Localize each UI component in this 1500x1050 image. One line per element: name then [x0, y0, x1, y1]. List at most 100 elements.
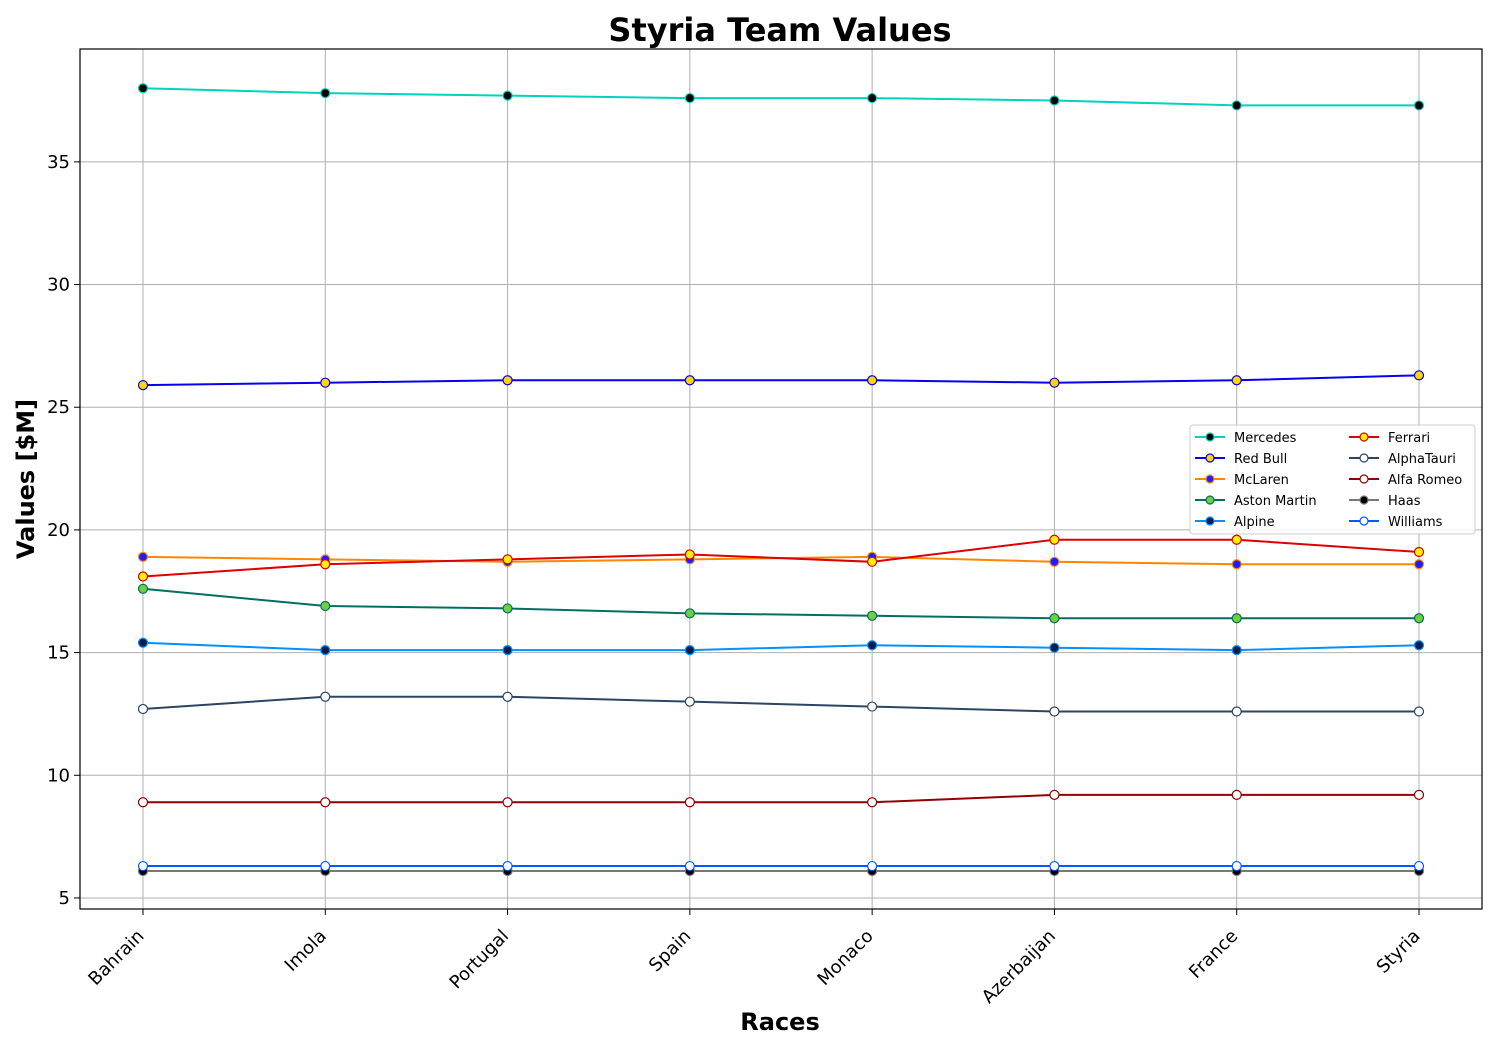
data-point [685, 609, 694, 618]
series-red-bull [139, 371, 1424, 390]
data-point [1232, 560, 1241, 569]
legend-marker [1360, 475, 1368, 483]
data-point [503, 646, 512, 655]
legend-label: McLaren [1234, 473, 1289, 488]
data-point [503, 692, 512, 701]
x-axis-ticks: Bahrain Imola Portugal Spain Monaco Azerbaija… [84, 909, 1424, 1008]
x-axis-label: Races [740, 1008, 819, 1036]
data-point [1050, 535, 1059, 544]
y-tick-label: 20 [47, 520, 70, 541]
legend-marker [1206, 517, 1214, 525]
chart-title: Styria Team Values [608, 11, 951, 49]
data-point [503, 798, 512, 807]
data-point [503, 376, 512, 385]
data-point [868, 557, 877, 566]
series-ferrari [139, 535, 1424, 581]
data-point [1232, 614, 1241, 623]
series-line [143, 643, 1419, 650]
data-point [1050, 643, 1059, 652]
data-point [685, 94, 694, 103]
x-tick-label: Spain [645, 926, 695, 976]
legend-marker [1360, 433, 1368, 441]
legend-label: Haas [1388, 494, 1421, 509]
data-point [1232, 862, 1241, 871]
data-point [868, 862, 877, 871]
series-haas [139, 866, 1424, 875]
data-point [1415, 614, 1424, 623]
data-point [139, 584, 148, 593]
data-point [1415, 641, 1424, 650]
series-mclaren [139, 552, 1424, 568]
data-point [321, 862, 330, 871]
legend: Mercedes Red Bull McLaren Aston Martin Alpin… [1190, 425, 1475, 534]
data-point [685, 646, 694, 655]
data-point [1415, 371, 1424, 380]
data-point [139, 862, 148, 871]
data-point [1415, 707, 1424, 716]
series-line [143, 375, 1419, 385]
series-williams [139, 862, 1424, 871]
data-point [868, 376, 877, 385]
legend-label: AlphaTauri [1388, 452, 1456, 467]
data-point [1050, 614, 1059, 623]
data-point [1415, 101, 1424, 110]
y-tick-label: 15 [47, 643, 70, 664]
data-point [685, 798, 694, 807]
data-point [321, 798, 330, 807]
data-point [321, 89, 330, 98]
legend-marker [1206, 454, 1214, 462]
data-point [1232, 646, 1241, 655]
data-point [1232, 535, 1241, 544]
data-point [1415, 790, 1424, 799]
y-axis-ticks: 5101520253035 [47, 152, 80, 909]
data-point [503, 604, 512, 613]
series-line [143, 795, 1419, 802]
data-point [321, 560, 330, 569]
data-point [685, 862, 694, 871]
y-tick-label: 5 [59, 888, 70, 909]
data-point [685, 550, 694, 559]
data-point [868, 641, 877, 650]
legend-marker [1360, 454, 1368, 462]
data-point [1050, 378, 1059, 387]
y-tick-label: 10 [47, 765, 70, 786]
data-point [1050, 96, 1059, 105]
data-point [1415, 862, 1424, 871]
data-point [503, 91, 512, 100]
data-point [139, 381, 148, 390]
x-tick-label: Imola [281, 926, 331, 976]
legend-marker [1206, 433, 1214, 441]
legend-label: Alfa Romeo [1388, 473, 1462, 488]
data-point [321, 646, 330, 655]
x-tick-label: Azerbaijan [978, 926, 1060, 1008]
x-tick-label: Monaco [813, 926, 877, 990]
data-point [1232, 790, 1241, 799]
data-point [1050, 707, 1059, 716]
legend-label: Aston Martin [1234, 494, 1317, 509]
y-tick-label: 35 [47, 152, 70, 173]
data-point [1232, 376, 1241, 385]
data-point [1232, 101, 1241, 110]
legend-marker [1360, 496, 1368, 504]
legend-label: Ferrari [1388, 431, 1430, 446]
data-point [139, 705, 148, 714]
series-line [143, 540, 1419, 577]
legend-marker [1360, 517, 1368, 525]
legend-marker [1206, 475, 1214, 483]
series-alfa-romeo [139, 790, 1424, 806]
data-point [1415, 560, 1424, 569]
data-point [1050, 790, 1059, 799]
legend-label: Alpine [1234, 515, 1275, 530]
series-line [143, 88, 1419, 105]
data-point [1415, 547, 1424, 556]
data-point [139, 798, 148, 807]
y-tick-label: 25 [47, 397, 70, 418]
x-tick-label: Bahrain [84, 926, 148, 990]
legend-label: Williams [1388, 515, 1443, 530]
x-tick-label: France [1185, 926, 1242, 983]
data-point [139, 638, 148, 647]
legend-label: Red Bull [1234, 452, 1287, 467]
data-point [321, 378, 330, 387]
data-point [868, 94, 877, 103]
